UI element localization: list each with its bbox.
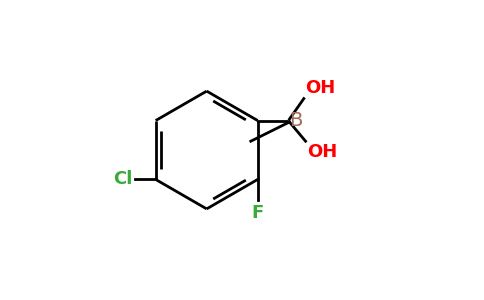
Text: B: B [289, 111, 303, 130]
Text: OH: OH [307, 143, 337, 161]
Text: Cl: Cl [113, 170, 133, 188]
Text: F: F [252, 204, 264, 222]
Text: OH: OH [305, 79, 335, 97]
